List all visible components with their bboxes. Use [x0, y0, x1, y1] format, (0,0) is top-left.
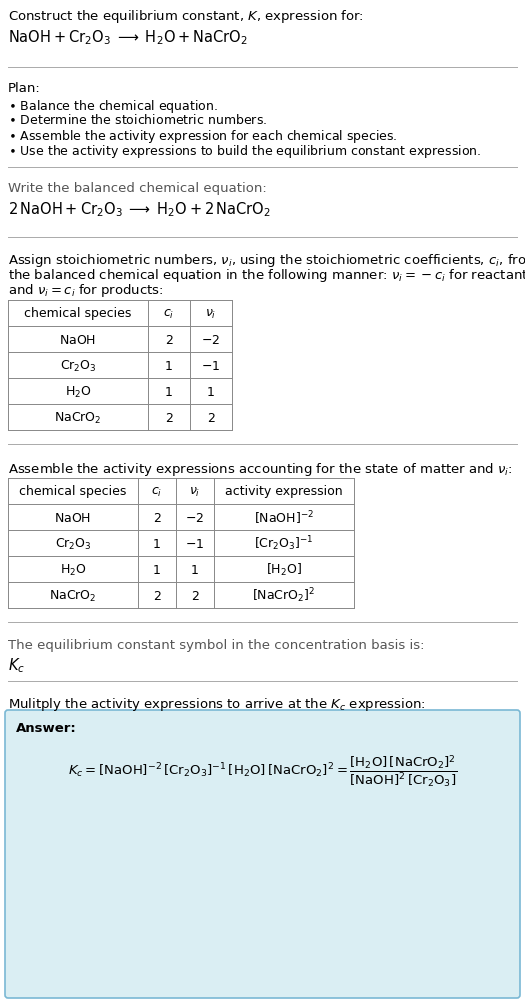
Text: Answer:: Answer: [16, 721, 77, 734]
Text: 2: 2 [165, 333, 173, 346]
Text: 2: 2 [165, 411, 173, 424]
Text: Assemble the activity expressions accounting for the state of matter and $\nu_i$: Assemble the activity expressions accoun… [8, 460, 513, 477]
Text: $[\mathrm{NaOH}]^{-2}$: $[\mathrm{NaOH}]^{-2}$ [254, 509, 314, 527]
Text: the balanced chemical equation in the following manner: $\nu_i = -c_i$ for react: the balanced chemical equation in the fo… [8, 267, 525, 284]
Text: 2: 2 [153, 589, 161, 602]
Text: $K_c$: $K_c$ [8, 655, 25, 674]
Text: $\mathrm{NaOH + Cr_2O_3 \;\longrightarrow\; H_2O + NaCrO_2}$: $\mathrm{NaOH + Cr_2O_3 \;\longrightarro… [8, 28, 248, 47]
Text: $\bullet$ Use the activity expressions to build the equilibrium constant express: $\bullet$ Use the activity expressions t… [8, 142, 481, 159]
Text: $c_i$: $c_i$ [163, 307, 175, 320]
Text: activity expression: activity expression [225, 485, 343, 498]
Text: $\nu_i$: $\nu_i$ [190, 485, 201, 498]
Text: $\mathrm{NaOH}$: $\mathrm{NaOH}$ [55, 511, 91, 524]
Text: $\mathrm{H_2O}$: $\mathrm{H_2O}$ [65, 384, 91, 399]
Text: $\mathrm{Cr_2O_3}$: $\mathrm{Cr_2O_3}$ [55, 536, 91, 551]
Text: chemical species: chemical species [19, 485, 127, 498]
Text: and $\nu_i = c_i$ for products:: and $\nu_i = c_i$ for products: [8, 282, 164, 299]
Text: chemical species: chemical species [24, 307, 132, 320]
Text: $\mathrm{2\,NaOH + Cr_2O_3 \;\longrightarrow\; H_2O + 2\,NaCrO_2}$: $\mathrm{2\,NaOH + Cr_2O_3 \;\longrighta… [8, 200, 271, 219]
Text: $[\mathrm{NaCrO_2}]^2$: $[\mathrm{NaCrO_2}]^2$ [253, 586, 316, 605]
Text: 2: 2 [191, 589, 199, 602]
Text: $K_c = [\mathrm{NaOH}]^{-2}\,[\mathrm{Cr_2O_3}]^{-1}\,[\mathrm{H_2O}]\,[\mathrm{: $K_c = [\mathrm{NaOH}]^{-2}\,[\mathrm{Cr… [68, 753, 457, 789]
Text: $-1$: $-1$ [185, 537, 205, 550]
Text: Assign stoichiometric numbers, $\nu_i$, using the stoichiometric coefficients, $: Assign stoichiometric numbers, $\nu_i$, … [8, 252, 525, 269]
Text: $c_i$: $c_i$ [151, 485, 163, 498]
Text: $-2$: $-2$ [185, 511, 205, 524]
Text: $\bullet$ Determine the stoichiometric numbers.: $\bullet$ Determine the stoichiometric n… [8, 113, 267, 126]
Text: Mulitply the activity expressions to arrive at the $K_c$ expression:: Mulitply the activity expressions to arr… [8, 695, 426, 712]
Text: The equilibrium constant symbol in the concentration basis is:: The equilibrium constant symbol in the c… [8, 638, 425, 651]
FancyBboxPatch shape [5, 710, 520, 998]
Text: $\bullet$ Assemble the activity expression for each chemical species.: $\bullet$ Assemble the activity expressi… [8, 127, 397, 144]
Text: $-2$: $-2$ [202, 333, 220, 346]
Text: $\mathrm{NaOH}$: $\mathrm{NaOH}$ [59, 333, 97, 346]
Text: Plan:: Plan: [8, 82, 41, 95]
Text: 1: 1 [191, 563, 199, 576]
Text: 1: 1 [165, 385, 173, 398]
Text: 2: 2 [207, 411, 215, 424]
Text: 1: 1 [207, 385, 215, 398]
Text: Construct the equilibrium constant, $K$, expression for:: Construct the equilibrium constant, $K$,… [8, 8, 364, 25]
Text: 1: 1 [153, 563, 161, 576]
Text: Write the balanced chemical equation:: Write the balanced chemical equation: [8, 182, 267, 195]
Text: 2: 2 [153, 511, 161, 524]
Text: 1: 1 [165, 359, 173, 372]
Text: $\mathrm{H_2O}$: $\mathrm{H_2O}$ [60, 562, 86, 577]
Text: $-1$: $-1$ [202, 359, 220, 372]
Text: $\mathrm{NaCrO_2}$: $\mathrm{NaCrO_2}$ [49, 588, 97, 603]
Text: $\mathrm{Cr_2O_3}$: $\mathrm{Cr_2O_3}$ [60, 358, 97, 373]
Text: $[\mathrm{H_2O}]$: $[\mathrm{H_2O}]$ [266, 562, 302, 578]
Text: $\bullet$ Balance the chemical equation.: $\bullet$ Balance the chemical equation. [8, 98, 218, 115]
Text: $[\mathrm{Cr_2O_3}]^{-1}$: $[\mathrm{Cr_2O_3}]^{-1}$ [254, 535, 314, 553]
Text: 1: 1 [153, 537, 161, 550]
Text: $\nu_i$: $\nu_i$ [205, 307, 217, 320]
Text: $\mathrm{NaCrO_2}$: $\mathrm{NaCrO_2}$ [54, 410, 102, 425]
